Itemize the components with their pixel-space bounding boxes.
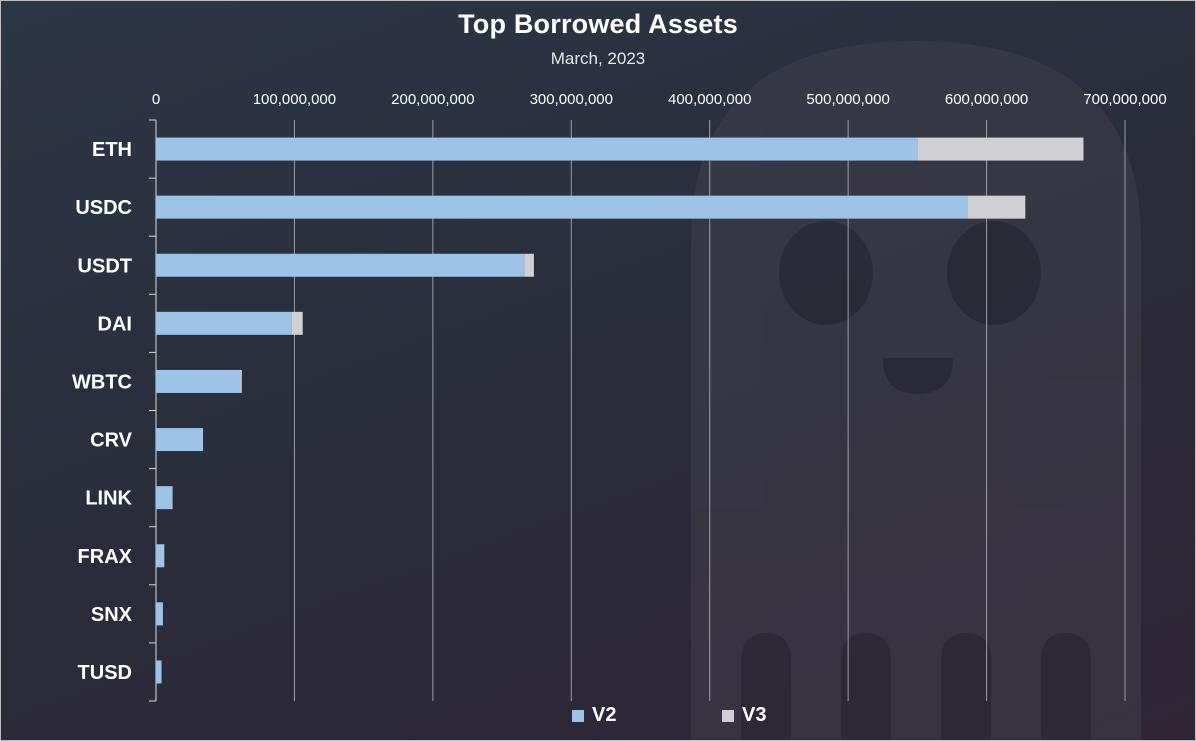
bar-v2-crv: [156, 428, 204, 452]
x-tick-label: 600,000,000: [945, 91, 1028, 108]
bar-v3-usdt: [524, 253, 534, 277]
x-tick-label: 700,000,000: [1083, 91, 1166, 108]
legend-label-v2: V2: [592, 704, 617, 726]
bar-v2-eth: [156, 137, 918, 161]
chart-title: Top Borrowed Assets: [458, 9, 738, 39]
category-label: FRAX: [78, 546, 133, 568]
bar-v2-usdc: [156, 195, 968, 219]
bar-v2-link: [156, 486, 173, 510]
legend-label-v3: V3: [742, 704, 767, 726]
category-label: WBTC: [72, 371, 132, 393]
bar-v2-tusd: [156, 660, 162, 684]
category-label: USDC: [75, 197, 132, 219]
legend-item-v2: V2: [572, 704, 616, 727]
x-tick-label: 400,000,000: [668, 91, 751, 108]
legend-item-v3: V3: [722, 704, 766, 727]
bar-v3-eth: [917, 137, 1084, 161]
bar-v2-dai: [156, 311, 292, 335]
x-tick-label: 500,000,000: [806, 91, 889, 108]
category-label: USDT: [78, 255, 132, 277]
x-tick-label: 0: [152, 91, 160, 108]
labels: 0 100,000,000 200,000,000 300,000,000 400,00…: [72, 91, 1167, 684]
legend: V2 V3: [1, 704, 1195, 728]
legend-swatch-v3: [722, 709, 734, 722]
bar-v2-usdt: [156, 253, 525, 277]
category-label: SNX: [91, 604, 133, 626]
x-tick-label: 100,000,000: [253, 91, 336, 108]
category-label: CRV: [90, 430, 133, 452]
bar-v3-usdc: [967, 195, 1026, 219]
bar-v2-wbtc: [156, 369, 241, 393]
category-label: TUSD: [78, 662, 132, 684]
category-axis: [149, 119, 157, 702]
bar-v3-wbtc: [240, 369, 242, 393]
category-label: DAI: [98, 313, 132, 335]
bar-v2-snx: [156, 602, 163, 626]
chart-subtitle: March, 2023: [550, 49, 646, 68]
category-label: ETH: [92, 139, 132, 161]
category-label: LINK: [85, 488, 132, 510]
bars: [156, 137, 1084, 684]
x-tick-label: 300,000,000: [530, 91, 613, 108]
bar-v2-frax: [156, 544, 165, 568]
bar-v3-dai: [291, 311, 303, 335]
x-tick-label: 200,000,000: [391, 91, 474, 108]
legend-swatch-v2: [572, 709, 584, 722]
